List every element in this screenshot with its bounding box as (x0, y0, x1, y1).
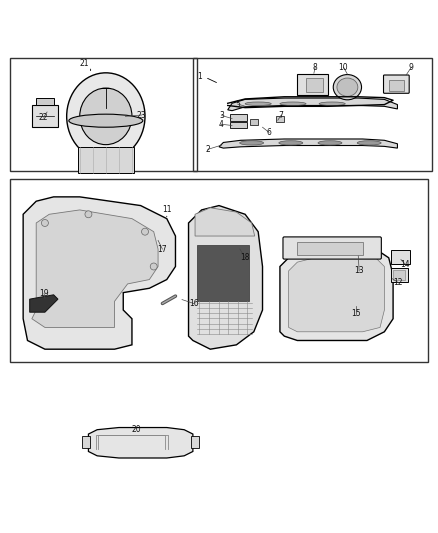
Text: 10: 10 (339, 63, 348, 71)
Ellipse shape (69, 114, 143, 127)
Text: 16: 16 (189, 299, 198, 308)
Text: 11: 11 (162, 205, 172, 214)
Text: 18: 18 (240, 253, 250, 262)
Ellipse shape (245, 102, 271, 106)
PathPatch shape (219, 139, 397, 148)
Ellipse shape (357, 141, 381, 145)
Circle shape (85, 211, 92, 218)
Text: 15: 15 (351, 309, 361, 318)
Circle shape (141, 228, 148, 235)
Text: 19: 19 (39, 289, 49, 298)
Bar (393, 270, 405, 280)
Text: 12: 12 (394, 278, 403, 287)
PathPatch shape (289, 258, 385, 332)
Bar (10, 180, 428, 362)
Text: 14: 14 (400, 260, 410, 269)
Text: 4: 4 (218, 120, 223, 128)
Bar (10, 58, 197, 171)
PathPatch shape (23, 197, 176, 349)
Text: 6: 6 (267, 128, 272, 137)
PathPatch shape (228, 98, 397, 111)
Bar (32, 106, 58, 127)
Bar (82, 436, 90, 448)
Bar (389, 80, 404, 91)
Bar (230, 123, 247, 128)
Ellipse shape (280, 102, 306, 106)
Bar (391, 251, 410, 264)
Text: 1: 1 (197, 72, 202, 81)
Ellipse shape (279, 141, 303, 145)
Bar (297, 74, 328, 94)
Ellipse shape (80, 88, 132, 144)
PathPatch shape (188, 206, 262, 349)
Bar (36, 98, 53, 106)
PathPatch shape (32, 210, 158, 327)
Text: 21: 21 (79, 59, 89, 68)
PathPatch shape (88, 427, 193, 458)
Text: 3: 3 (219, 111, 224, 120)
PathPatch shape (195, 208, 254, 236)
Text: 8: 8 (313, 63, 318, 71)
Text: 5: 5 (235, 100, 240, 109)
Ellipse shape (318, 141, 342, 145)
Bar (78, 147, 134, 173)
Ellipse shape (67, 73, 145, 160)
FancyBboxPatch shape (283, 237, 381, 259)
Text: 2: 2 (205, 145, 210, 154)
Text: 9: 9 (409, 63, 414, 71)
Bar (251, 118, 258, 125)
Text: 22: 22 (39, 112, 48, 122)
PathPatch shape (30, 295, 58, 312)
Bar (193, 58, 432, 171)
Bar (297, 242, 363, 255)
PathPatch shape (280, 249, 393, 341)
Ellipse shape (337, 78, 358, 96)
Text: 20: 20 (132, 425, 141, 434)
Bar (391, 268, 408, 282)
Ellipse shape (333, 75, 361, 100)
Text: 7: 7 (279, 110, 284, 119)
Bar (197, 245, 250, 301)
Circle shape (150, 263, 157, 270)
Bar (306, 78, 323, 92)
Text: 13: 13 (354, 266, 364, 276)
Bar (191, 436, 198, 448)
Bar (276, 116, 284, 122)
FancyBboxPatch shape (384, 75, 409, 93)
Ellipse shape (240, 141, 264, 145)
Circle shape (42, 220, 48, 227)
Text: 23: 23 (137, 110, 146, 119)
Text: 17: 17 (158, 245, 167, 254)
Ellipse shape (319, 102, 345, 106)
Bar (230, 114, 247, 120)
